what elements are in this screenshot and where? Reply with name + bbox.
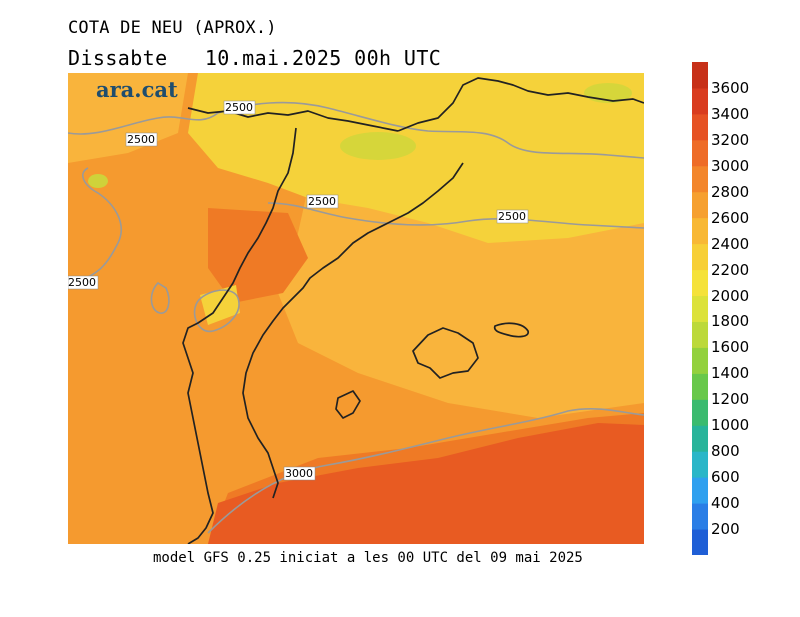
colorbar-tick-label: 1400 xyxy=(711,364,750,383)
colorbar-segment xyxy=(692,191,708,219)
chart-title: COTA DE NEU (APROX.) xyxy=(68,18,277,38)
menorca-outline xyxy=(493,322,529,338)
colorbar-segment xyxy=(692,347,708,374)
colorbar-segment xyxy=(692,113,708,141)
contour-label-4: 2500 xyxy=(496,209,529,224)
colorbar-segment xyxy=(692,217,708,245)
coastline-france xyxy=(397,77,644,132)
mallorca-outline xyxy=(412,327,479,379)
colorbar-segment xyxy=(692,451,708,478)
contour-label-6: 3000 xyxy=(283,466,316,481)
colorbar-tick-label: 800 xyxy=(711,442,740,461)
colorbar-tick-label: 1800 xyxy=(711,312,750,331)
svg-text:3000: 3000 xyxy=(285,467,313,480)
ibiza-outline xyxy=(335,390,361,419)
colorbar-segment xyxy=(692,165,708,193)
contour-line-3000 xyxy=(207,408,644,534)
contour-line-2500-west xyxy=(68,167,123,284)
colorbar-tick-label: 1600 xyxy=(711,338,750,357)
contour-line-2500-small xyxy=(150,281,170,314)
svg-text:2500: 2500 xyxy=(127,133,155,146)
colorbar-tick-label: 400 xyxy=(711,494,740,513)
colorbar-tick-label: 200 xyxy=(711,520,740,539)
colorbar-tick-label: 2200 xyxy=(711,260,750,279)
contour-label-1: 2500 xyxy=(223,100,256,115)
contour-line-2500-loop xyxy=(193,289,240,332)
colorbar-segment xyxy=(692,373,708,400)
colorbar-tick-label: 1200 xyxy=(711,390,750,409)
colorbar-tick-label: 3200 xyxy=(711,130,750,149)
colorbar-segment xyxy=(692,139,708,167)
colorbar-tick-label: 2800 xyxy=(711,182,750,201)
dark-orange-patch xyxy=(208,208,308,303)
green-patch-west xyxy=(88,174,108,188)
colorbar-segment xyxy=(692,477,708,504)
colorbar-segment xyxy=(692,425,708,452)
svg-text:2500: 2500 xyxy=(225,101,253,114)
ara-cat-logo: ara.cat xyxy=(96,77,178,102)
interior-border xyxy=(182,127,297,544)
model-info: model GFS 0.25 iniciat a les 00 UTC del … xyxy=(153,550,583,566)
colorbar-segment xyxy=(692,503,708,530)
contour-label-2: 2500 xyxy=(125,132,158,147)
colorbar-tick-label: 2000 xyxy=(711,286,750,305)
yellow-area xyxy=(188,73,644,243)
colorbar-segment xyxy=(692,321,708,348)
svg-text:2500: 2500 xyxy=(498,210,526,223)
red-orange-area xyxy=(208,423,644,544)
green-patch-pyrenees xyxy=(340,132,416,160)
colorbar-tick-label: 600 xyxy=(711,468,740,487)
colorbar-tick-label: 3600 xyxy=(711,78,750,97)
contour-label-3: 2500 xyxy=(306,194,339,209)
colorbar-tick-label: 3000 xyxy=(711,156,750,175)
chart-datetime: Dissabte 10.mai.2025 00h UTC xyxy=(68,46,442,70)
colorbar-tick-label: 2600 xyxy=(711,208,750,227)
colorbar-tick-label: 2400 xyxy=(711,234,750,253)
west-light-area xyxy=(68,73,188,163)
colorbar-segment xyxy=(692,295,708,322)
colorbar-segment xyxy=(692,62,708,89)
colorbar-tick-label: 3400 xyxy=(711,104,750,123)
svg-text:2500: 2500 xyxy=(308,195,336,208)
colorbar-segment xyxy=(692,529,708,555)
contour-label-5: 2500 xyxy=(68,275,99,290)
contour-line-2500-central xyxy=(267,202,644,229)
svg-text:2500: 2500 xyxy=(68,276,96,289)
snow-level-map: 2500 2500 2500 2500 2500 3000 xyxy=(68,73,644,544)
colorbar xyxy=(692,62,708,555)
colorbar-segment xyxy=(692,269,708,297)
colorbar-segment xyxy=(692,399,708,426)
contour-line-2500-north xyxy=(68,101,644,159)
catalan-coast xyxy=(242,162,464,499)
colorbar-segment xyxy=(692,87,708,115)
colorbar-segment xyxy=(692,243,708,271)
colorbar-tick-label: 1000 xyxy=(711,416,750,435)
